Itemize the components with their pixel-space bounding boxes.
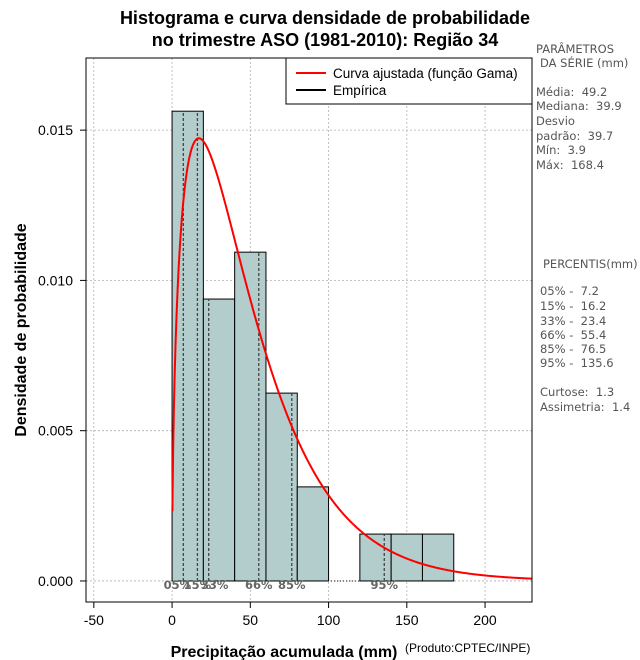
percentile-label: 85% bbox=[278, 578, 306, 592]
params-heading-2: DA SÉRIE (mm) bbox=[540, 56, 629, 70]
assimetria-value: Assimetria: 1.4 bbox=[540, 400, 631, 414]
percentis-heading: PERCENTIS(mm) bbox=[543, 257, 638, 271]
credit-label: (Produto:CPTEC/INPE) bbox=[405, 641, 530, 655]
y-tick-label: 0.015 bbox=[38, 122, 73, 138]
chart-title-line-1: Histograma e curva densidade de probabil… bbox=[119, 8, 531, 28]
percentile-markers: 05%15%33% 66% 85% 95% bbox=[164, 111, 399, 592]
percentile-label: 33% bbox=[201, 578, 229, 592]
y-axis-title: Densidade de probabilidade bbox=[13, 223, 30, 436]
percentil-05: 05% - 7.2 bbox=[540, 284, 599, 298]
curtose-value: Curtose: 1.3 bbox=[540, 385, 615, 399]
percentil-85: 85% - 76.5 bbox=[540, 342, 607, 356]
chart-title-line-2: no trimestre ASO (1981-2010): Região 34 bbox=[151, 30, 499, 50]
x-tick-label: 0 bbox=[168, 612, 176, 628]
x-tick-label: -50 bbox=[84, 612, 104, 628]
param-media: Média: 49.2 bbox=[536, 85, 608, 99]
x-tick-label: 150 bbox=[395, 612, 419, 628]
x-tick-label: 100 bbox=[317, 612, 341, 628]
histogram-bars bbox=[171, 110, 455, 582]
y-axis: 0.000 0.005 0.010 0.015 bbox=[38, 122, 87, 589]
param-min: Mín: 3.9 bbox=[536, 143, 586, 157]
legend-label-gamma: Curva ajustada (função Gama) bbox=[333, 66, 518, 81]
params-heading-1: PARÂMETROS bbox=[536, 42, 615, 56]
param-mediana: Mediana: 39.9 bbox=[536, 99, 622, 113]
y-tick-label: 0.005 bbox=[38, 423, 73, 439]
param-desvio-label: Desvio bbox=[536, 114, 575, 128]
histogram-bar bbox=[296, 486, 330, 582]
param-desvio-value: padrão: 39.7 bbox=[536, 129, 614, 143]
y-tick-label: 0.010 bbox=[38, 272, 73, 288]
param-max: Máx: 168.4 bbox=[536, 158, 604, 172]
percentile-label: 95% bbox=[371, 578, 399, 592]
percentil-15: 15% - 16.2 bbox=[540, 299, 607, 313]
histogram-bar bbox=[265, 392, 298, 582]
histogram-bar bbox=[421, 533, 455, 582]
x-tick-label: 50 bbox=[243, 612, 259, 628]
x-axis-title: Precipitação acumulada (mm) bbox=[171, 644, 398, 660]
x-axis: -50 0 50 100 150 200 bbox=[84, 601, 497, 628]
percentile-label: 15% bbox=[184, 578, 212, 592]
y-tick-label: 0.000 bbox=[38, 573, 73, 589]
percentil-33: 33% - 23.4 bbox=[540, 314, 607, 328]
gamma-curve bbox=[171, 137, 532, 580]
percentile-label: 66% bbox=[245, 578, 273, 592]
percentil-66: 66% - 55.4 bbox=[540, 328, 607, 342]
x-tick-label: 200 bbox=[473, 612, 497, 628]
percentil-95: 95% - 135.6 bbox=[540, 356, 614, 370]
legend-box bbox=[285, 57, 533, 105]
legend-label-empirical: Empírica bbox=[333, 83, 387, 98]
histogram-bar bbox=[171, 110, 204, 582]
percentile-label: 05% bbox=[164, 578, 192, 592]
legend: Curva ajustada (função Gama) Empírica bbox=[285, 57, 533, 105]
